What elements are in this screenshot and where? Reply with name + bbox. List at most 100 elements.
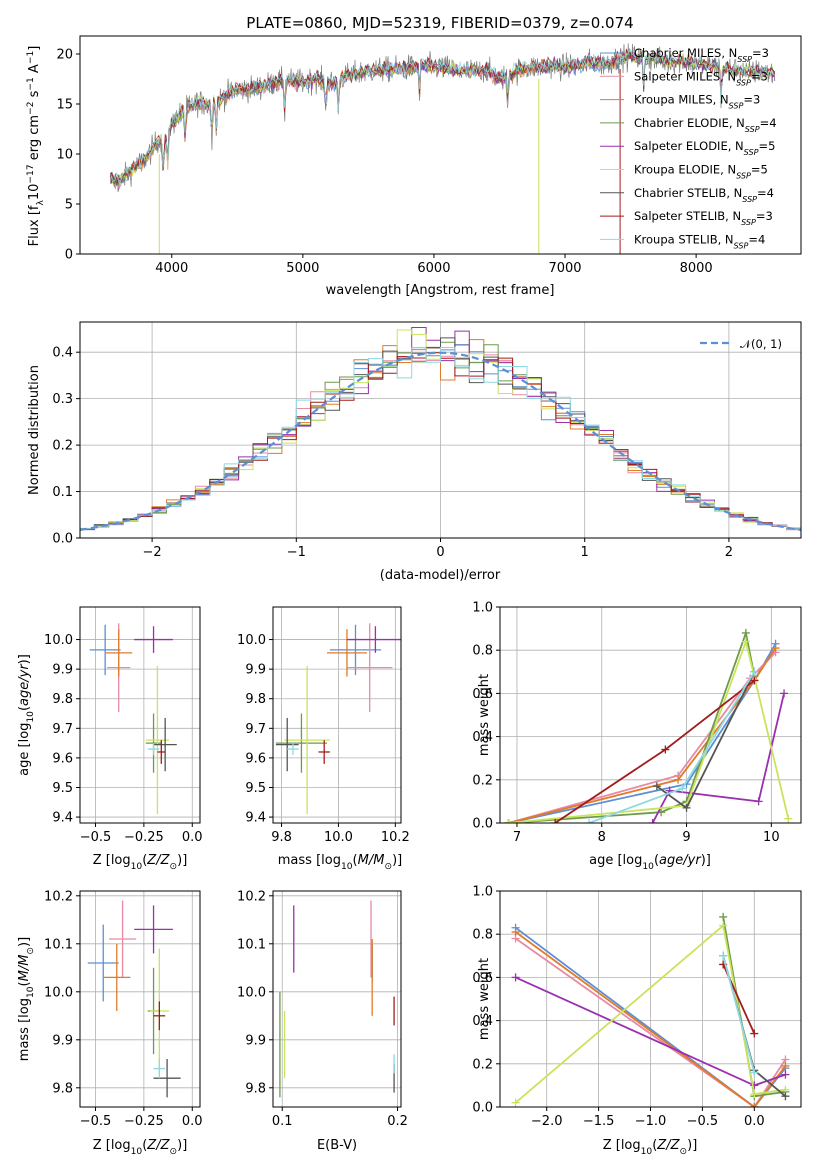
x-tick-label: −0.25 bbox=[124, 1114, 164, 1129]
chart-spectrum: 4000 5000 6000 7000 8000 0 5 10 15 20 Chabrier MIL… bbox=[26, 14, 802, 298]
x-axis-label-part: mass [log bbox=[278, 853, 341, 868]
y-tick-label: 1.0 bbox=[472, 601, 493, 616]
x-axis-label-part: 10 bbox=[641, 1147, 653, 1157]
y-tick-label: 0.4 bbox=[472, 730, 493, 745]
error-bar-point bbox=[87, 924, 119, 1002]
weight-marker bbox=[741, 637, 750, 646]
weight-line bbox=[515, 931, 787, 1107]
weight-marker bbox=[719, 912, 728, 921]
plot-area-weight-age bbox=[500, 607, 801, 823]
y-tick-label: 9.6 bbox=[245, 751, 266, 766]
weight-marker bbox=[754, 797, 763, 806]
error-bar-point bbox=[134, 626, 173, 653]
error-bar-point bbox=[346, 623, 393, 713]
plot-area-spectrum bbox=[109, 43, 776, 254]
x-axis-label-part: 10 bbox=[131, 1147, 143, 1157]
y-tick-label: 9.7 bbox=[52, 722, 73, 737]
y-tick-label: 20 bbox=[56, 48, 73, 63]
gaussian-curve bbox=[80, 351, 801, 531]
legend-entry-part: Chabrier MILES, N bbox=[634, 46, 737, 60]
x-axis-label-part: 10 bbox=[131, 862, 143, 872]
y-tick-label: 9.5 bbox=[245, 781, 266, 796]
weight-marker bbox=[784, 814, 793, 823]
x-tick-label: 0 bbox=[436, 545, 444, 560]
y-tick-label: 9.8 bbox=[52, 1081, 73, 1096]
y-tick-label: 0.6 bbox=[472, 971, 493, 986]
legend-entry-part: =4 bbox=[760, 116, 777, 130]
x-tick-label: 4000 bbox=[155, 261, 188, 276]
legend-entry: Kroupa MILES, NSSP=3 bbox=[634, 93, 760, 111]
x-axis-label-part: ( bbox=[142, 853, 147, 868]
error-bar-point bbox=[147, 743, 160, 755]
x-tick-label: 10 bbox=[763, 830, 780, 845]
y-tick-label: 0.0 bbox=[472, 1101, 493, 1116]
error-bar-point bbox=[284, 666, 330, 815]
legend-entry: Kroupa STELIB, NSSP=4 bbox=[634, 232, 765, 250]
x-axis-label-part: age/yr bbox=[659, 853, 702, 868]
legend-entry-part: =3 bbox=[751, 69, 768, 83]
weight-line bbox=[722, 955, 756, 1073]
x-tick-label: 9 bbox=[682, 830, 690, 845]
y-tick-label: 9.4 bbox=[52, 811, 73, 826]
x-tick-label: −1.5 bbox=[583, 1114, 615, 1129]
x-tick-label: −0.5 bbox=[80, 1114, 112, 1129]
x-axis-label-part: ⊙ bbox=[170, 862, 178, 872]
legend-entry-part: Chabrier ELODIE, N bbox=[634, 116, 745, 130]
y-tick-label: 0.3 bbox=[52, 392, 73, 407]
weight-marker bbox=[551, 819, 560, 823]
chart-title: PLATE=0860, MJD=52319, FIBERID=0379, z=0… bbox=[246, 14, 633, 32]
y-axis-label: Flux [fλ10−17 erg cm−2 s−1 A−1] bbox=[26, 46, 46, 247]
error-bar-point bbox=[103, 943, 131, 1011]
legend-entry: 𝒩(0, 1) bbox=[740, 337, 782, 351]
x-axis-label-part: ⊙ bbox=[680, 1147, 688, 1157]
error-bar-point bbox=[134, 905, 173, 954]
x-axis-label-part: )] bbox=[687, 1138, 697, 1153]
legend-entry-part: Salpeter ELODIE, N bbox=[634, 139, 744, 153]
legend-entry: Chabrier MILES, NSSP=3 bbox=[634, 46, 769, 64]
x-tick-label: −1.0 bbox=[635, 1114, 667, 1129]
x-axis-label: E(B-V) bbox=[317, 1138, 357, 1153]
x-axis-label-part: ( bbox=[353, 853, 358, 868]
weight-marker bbox=[750, 1081, 759, 1090]
legend-entry-part: =5 bbox=[751, 163, 768, 177]
weight-marker bbox=[781, 1061, 790, 1070]
legend-entry-part: SSP bbox=[737, 55, 752, 64]
y-tick-label: 10.2 bbox=[44, 889, 73, 904]
y-tick-label: 0.6 bbox=[472, 687, 493, 702]
axes-frame bbox=[79, 35, 802, 255]
error-bar-point bbox=[89, 624, 121, 676]
weight-marker bbox=[678, 784, 687, 793]
legend-entry-part: =4 bbox=[757, 186, 774, 200]
axes-frame bbox=[79, 890, 201, 1108]
x-axis-label: Z [log10(Z/Z⊙)] bbox=[93, 1138, 188, 1157]
weight-marker bbox=[750, 676, 759, 685]
x-tick-label: 0.1 bbox=[272, 1114, 293, 1129]
y-axis-label-part: ⊙ bbox=[26, 947, 36, 955]
x-axis-label: Z [log10(Z/Z⊙)] bbox=[603, 1138, 698, 1157]
y-axis-label-part: age [log bbox=[17, 723, 32, 776]
weight-marker bbox=[585, 819, 594, 823]
plot-area-residuals bbox=[80, 322, 801, 538]
x-axis-label-part: )] bbox=[701, 853, 711, 868]
y-axis-label-part: −2 bbox=[26, 102, 36, 115]
y-axis-label-part: 10 bbox=[27, 184, 42, 201]
legend-entry: Salpeter STELIB, NSSP=3 bbox=[634, 209, 773, 227]
error-bar-point bbox=[346, 626, 401, 653]
y-axis-label-part: −1 bbox=[26, 77, 36, 90]
legend-entry-part: Chabrier STELIB, N bbox=[634, 186, 742, 200]
y-axis-label: mass weight bbox=[477, 958, 492, 1040]
weight-marker bbox=[780, 689, 789, 698]
weight-marker bbox=[750, 1090, 759, 1099]
legend-entry-part: Kroupa MILES, N bbox=[634, 93, 729, 107]
weight-marker bbox=[719, 951, 728, 960]
y-tick-label: 9.9 bbox=[52, 663, 73, 678]
x-tick-label: 8000 bbox=[680, 261, 713, 276]
y-tick-label: 10.0 bbox=[237, 985, 266, 1000]
legend-entry-part: Kroupa STELIB, N bbox=[634, 232, 734, 246]
legend-entry: Chabrier STELIB, NSSP=4 bbox=[634, 186, 774, 204]
y-tick-label: 9.9 bbox=[245, 1033, 266, 1048]
plot-area-age-z bbox=[80, 607, 200, 823]
error-bar-point bbox=[287, 743, 299, 755]
x-axis-label: (data-model)/error bbox=[380, 568, 501, 583]
